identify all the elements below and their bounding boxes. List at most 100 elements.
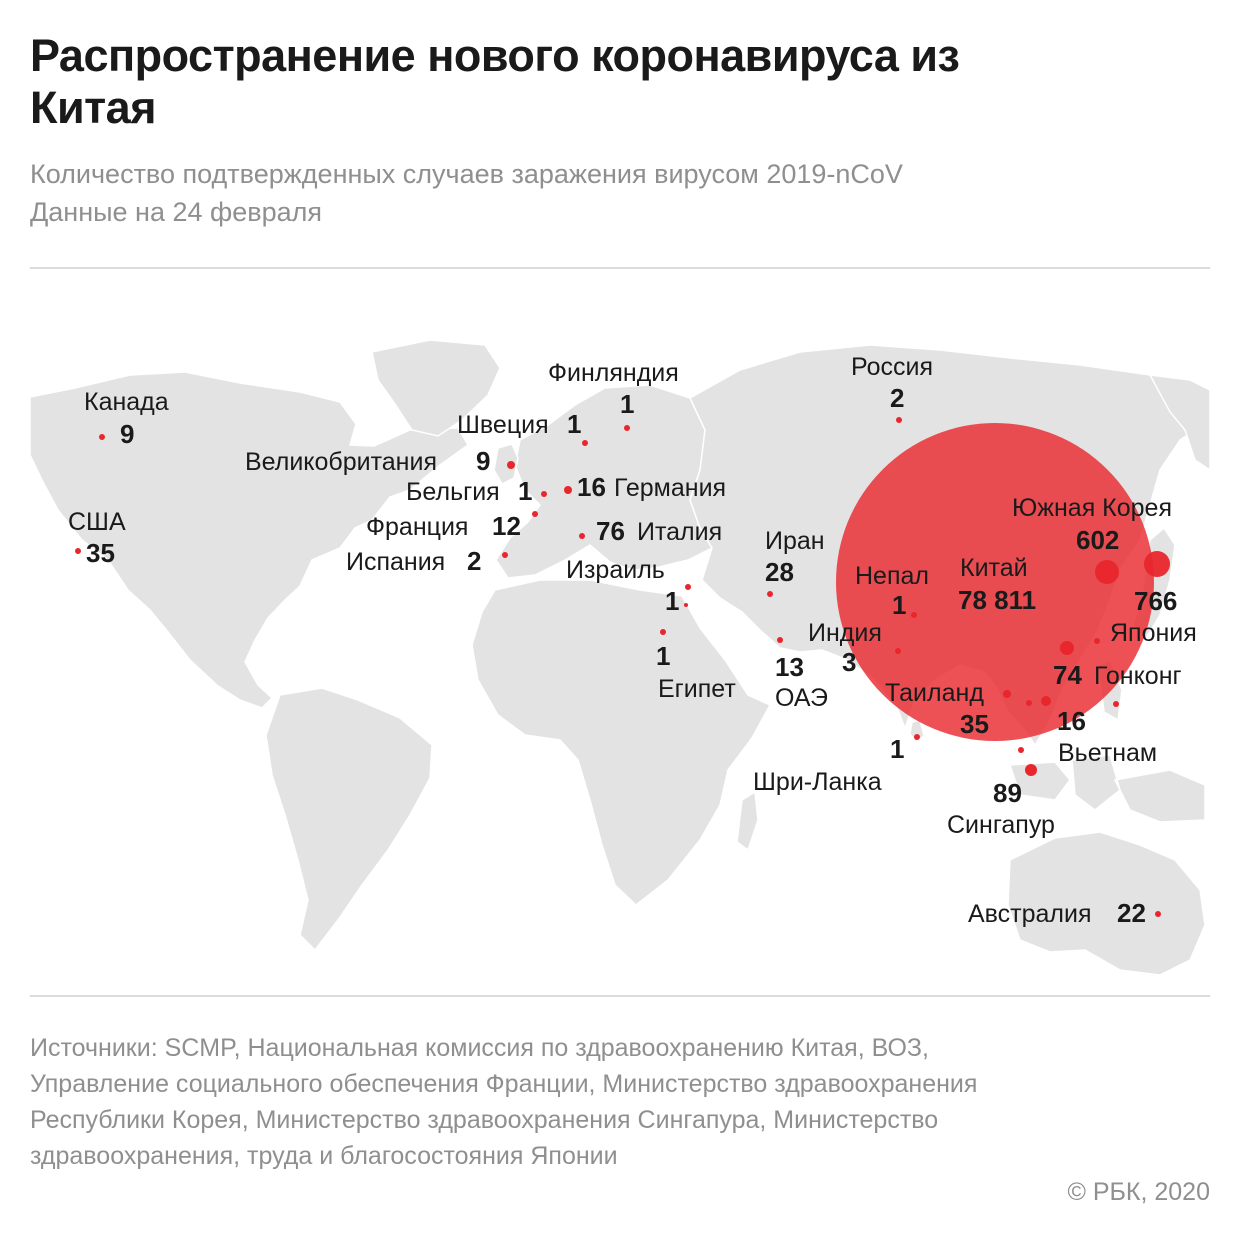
top-divider: [30, 267, 1210, 269]
marker-finland: [624, 425, 630, 431]
label-australia-name: Австралия: [968, 900, 1092, 928]
label-sweden-name: Швеция: [457, 411, 549, 439]
land-north-america: [29, 371, 469, 709]
label-uae-cases: 13: [775, 652, 804, 682]
label-sri-lanka-name: Шри-Ланка: [753, 768, 882, 796]
page-title: Распространение нового коронавируса из Ки…: [30, 30, 1130, 134]
label-australia-cases: 22: [1117, 898, 1146, 928]
marker-thailand-2: [1026, 700, 1032, 706]
label-italy-name: Италия: [637, 518, 722, 546]
marker-canada: [99, 434, 105, 440]
copyright: © РБК, 2020: [1067, 1178, 1210, 1206]
label-singapore-name: Сингапур: [947, 811, 1055, 839]
labels-layer: Канада 9 США 35 Финляндия 1 Швеция 1 Вел…: [68, 353, 1146, 928]
marker-germany: [564, 486, 572, 494]
label-russia-name: Россия: [851, 353, 933, 381]
marker-israel-2: [684, 603, 688, 607]
marker-israel: [685, 584, 691, 590]
label-finland-cases: 1: [620, 389, 634, 419]
label-thailand-cases: 35: [960, 709, 989, 739]
label-thailand-name: Таиланд: [885, 679, 984, 707]
label-uk-name: Великобритания: [245, 448, 437, 476]
china-bubble: [836, 423, 1154, 741]
marker-philippines: [1113, 701, 1119, 707]
label-vietnam-cases: 16: [1057, 706, 1086, 736]
label-japan-name: Япония: [1110, 619, 1197, 647]
label-nepal-name: Непал: [855, 562, 929, 590]
marker-iran: [767, 591, 773, 597]
label-germany-name: Германия: [614, 474, 726, 502]
label-israel-cases: 1: [665, 586, 679, 616]
bottom-divider: [30, 995, 1210, 997]
marker-spain: [502, 552, 508, 558]
subtitle: Количество подтвержденных случаев зараже…: [30, 155, 1180, 231]
label-korea-cases: 602: [1076, 525, 1119, 555]
land-south-america: [265, 687, 433, 952]
subtitle-line-1: Количество подтвержденных случаев зараже…: [30, 159, 903, 189]
land-europe: [495, 384, 714, 579]
label-iran-cases: 28: [765, 557, 794, 587]
marker-sweden: [582, 440, 588, 446]
label-belgium-name: Бельгия: [406, 478, 500, 506]
marker-singapore: [1025, 764, 1037, 776]
subtitle-line-2: Данные на 24 февраля: [30, 197, 322, 227]
label-spain-name: Испания: [346, 548, 445, 576]
marker-uae: [777, 637, 783, 643]
label-usa-cases: 35: [86, 538, 115, 568]
marker-sri-lanka: [914, 734, 920, 740]
page-title-line-2: Китая: [30, 82, 156, 133]
land-madagascar: [736, 790, 759, 852]
label-sweden-cases: 1: [567, 409, 581, 439]
label-egypt-name: Египет: [658, 675, 736, 703]
marker-russia: [896, 417, 902, 423]
marker-australia: [1155, 911, 1161, 917]
label-uae-name: ОАЭ: [775, 684, 828, 712]
marker-thailand: [1003, 690, 1011, 698]
label-finland-name: Финляндия: [548, 359, 679, 387]
label-china-name: Китай: [960, 554, 1028, 582]
marker-nepal: [911, 612, 917, 618]
label-spain-cases: 2: [467, 546, 481, 576]
land-greenland: [371, 339, 501, 437]
label-india-cases: 3: [842, 647, 856, 677]
label-egypt-cases: 1: [656, 641, 670, 671]
marker-belgium: [541, 491, 547, 497]
marker-egypt: [660, 629, 666, 635]
label-nepal-cases: 1: [892, 590, 906, 620]
label-japan-cases: 766: [1134, 586, 1177, 616]
land-australia: [1007, 831, 1206, 976]
label-canada-cases: 9: [120, 419, 134, 449]
label-usa-name: США: [68, 508, 126, 536]
label-hongkong-cases: 74: [1053, 660, 1082, 690]
marker-malaysia: [1018, 747, 1024, 753]
land-indonesia: [1008, 754, 1206, 823]
label-canada-name: Канада: [84, 388, 169, 416]
label-france-name: Франция: [366, 513, 468, 541]
world-map: Канада 9 США 35 Финляндия 1 Швеция 1 Вел…: [29, 339, 1211, 976]
label-italy-cases: 76: [596, 516, 625, 546]
label-hongkong-name: Гонконг: [1094, 662, 1182, 690]
page-title-line-1: Распространение нового коронавируса из: [30, 30, 960, 81]
markers-layer: [75, 417, 1170, 917]
label-india-name: Индия: [808, 619, 882, 647]
label-germany-cases: 16: [577, 472, 606, 502]
label-russia-cases: 2: [890, 383, 904, 413]
land-uk: [493, 443, 519, 485]
marker-vietnam: [1041, 696, 1051, 706]
land-far-east: [1148, 374, 1211, 472]
marker-uk: [507, 461, 515, 469]
asia-labels-layer: Южная Корея 602 Китай 78 811 Непал 1 Инд…: [808, 494, 1197, 839]
marker-hong-kong: [1060, 641, 1074, 655]
sources-text: Источники: SCMP, Национальная комиссия п…: [30, 1034, 978, 1170]
label-sri-lanka-cases: 1: [890, 734, 904, 764]
marker-italy: [579, 533, 585, 539]
label-belgium-cases: 1: [518, 476, 532, 506]
marker-south-korea: [1095, 560, 1119, 584]
marker-usa: [75, 548, 81, 554]
label-iran-name: Иран: [765, 527, 825, 555]
label-israel-name: Израиль: [566, 556, 665, 584]
marker-japan-point: [1094, 638, 1100, 644]
label-uk-cases: 9: [476, 446, 490, 476]
label-france-cases: 12: [492, 511, 521, 541]
label-singapore-cases: 89: [993, 778, 1022, 808]
